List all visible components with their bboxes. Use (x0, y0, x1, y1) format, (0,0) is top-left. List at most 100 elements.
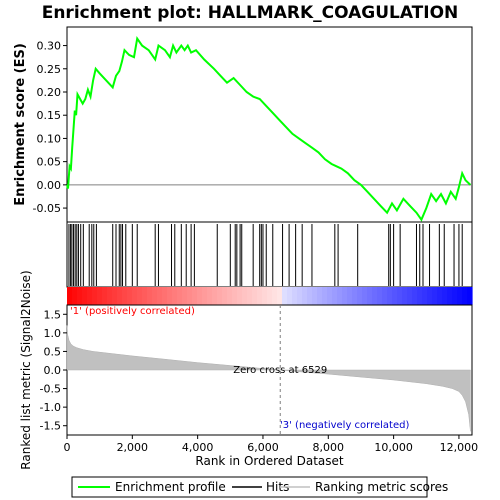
es-y-tick-label: 0.15 (37, 109, 62, 122)
colorbar-segment (207, 287, 213, 305)
colorbar-segment (127, 287, 133, 305)
colorbar-segment (457, 287, 463, 305)
colorbar-segment (97, 287, 103, 305)
colorbar-segment (187, 287, 193, 305)
metric-y-tick-label: 1.5 (44, 308, 62, 321)
colorbar-segment (242, 287, 248, 305)
colorbar-segment (282, 287, 288, 305)
colorbar-segment (292, 287, 298, 305)
colorbar-segment (172, 287, 178, 305)
colorbar-segment (247, 287, 253, 305)
metric-y-tick-label: 0.0 (44, 364, 62, 377)
negative-correlated-label: '3' (negatively correlated) (280, 420, 409, 431)
metric-y-tick-label: -0.5 (40, 383, 61, 396)
colorbar-segment (412, 287, 418, 305)
es-y-tick-label: 0.10 (37, 132, 62, 145)
colorbar-segment (352, 287, 358, 305)
colorbar-segment (307, 287, 313, 305)
colorbar-segment (322, 287, 328, 305)
colorbar-segment (117, 287, 123, 305)
colorbar-segment (327, 287, 333, 305)
colorbar-segment (132, 287, 138, 305)
ranking-metric-area (66, 325, 471, 432)
rank-colorbar (67, 287, 473, 305)
colorbar-segment (182, 287, 188, 305)
colorbar-segment (427, 287, 433, 305)
es-y-tick-label: 0.05 (37, 156, 62, 169)
colorbar-segment (147, 287, 153, 305)
colorbar-segment (237, 287, 243, 305)
x-tick-label: 6,000 (247, 441, 279, 454)
metric-y-axis-label: Ranked list metric (Signal2Noise) (19, 270, 33, 469)
colorbar-segment (137, 287, 143, 305)
colorbar-segment (367, 287, 373, 305)
colorbar-segment (122, 287, 128, 305)
es-plot-frame (66, 26, 473, 223)
colorbar-segment (377, 287, 383, 305)
colorbar-segment (227, 287, 233, 305)
colorbar-segment (252, 287, 258, 305)
hits-frame (66, 221, 473, 288)
colorbar-segment (262, 287, 268, 305)
colorbar-segment (217, 287, 223, 305)
colorbar-segment (297, 287, 303, 305)
colorbar-segment (302, 287, 308, 305)
colorbar-segment (272, 287, 278, 305)
colorbar-segment (112, 287, 118, 305)
colorbar-segment (72, 287, 78, 305)
colorbar-segment (462, 287, 468, 305)
colorbar-segment (102, 287, 108, 305)
hit-lines (68, 224, 463, 286)
colorbar-segment (87, 287, 93, 305)
colorbar-segment (417, 287, 423, 305)
es-y-tick-label: 0.25 (37, 63, 62, 76)
colorbar-segment (342, 287, 348, 305)
colorbar-segment (202, 287, 208, 305)
enrichment-score-panel: -0.05 0.00 0.05 0.10 0.15 0.20 0.25 0.30 Enrich… (13, 26, 473, 223)
colorbar-segment (257, 287, 263, 305)
colorbar-segment (347, 287, 353, 305)
x-tick-label: 10,000 (374, 441, 413, 454)
colorbar-segment (67, 287, 73, 305)
metric-y-ticks: -1.5 -1.0 -0.5 0.0 0.5 1.0 1.5 (40, 308, 67, 433)
colorbar-segment (152, 287, 158, 305)
colorbar-segment (447, 287, 453, 305)
colorbar-segment (192, 287, 198, 305)
colorbar-segment (392, 287, 398, 305)
ranking-metric-panel: -1.5 -1.0 -0.5 0.0 0.5 1.0 1.5 Zero cross at 6… (19, 270, 478, 469)
es-y-tick-label: 0.30 (37, 40, 62, 53)
legend-hits-label: Hits (266, 480, 289, 494)
es-y-axis-label: Enrichment score (ES) (13, 43, 28, 206)
colorbar-segment (382, 287, 388, 305)
x-axis-label: Rank in Ordered Dataset (195, 454, 343, 468)
colorbar-segment (167, 287, 173, 305)
colorbar-segment (232, 287, 238, 305)
es-y-tick-label: 0.00 (37, 179, 62, 192)
colorbar-segment (407, 287, 413, 305)
colorbar-segment (212, 287, 218, 305)
colorbar-segment (402, 287, 408, 305)
metric-y-tick-label: 1.0 (44, 327, 62, 340)
colorbar-segment (107, 287, 113, 305)
metric-y-tick-label: 0.5 (44, 345, 62, 358)
es-y-tick-label: 0.20 (37, 86, 62, 99)
x-tick-label: 12,000 (440, 441, 479, 454)
colorbar-segment (437, 287, 443, 305)
colorbar-segment (287, 287, 293, 305)
colorbar-segment (362, 287, 368, 305)
colorbar-segment (267, 287, 273, 305)
colorbar-segment (442, 287, 448, 305)
colorbar-segment (82, 287, 88, 305)
colorbar-segment (312, 287, 318, 305)
x-ticks: 0 2,000 4,000 6,000 8,000 10,000 12,000 (64, 435, 479, 454)
colorbar-segment (467, 287, 473, 305)
colorbar-segment (432, 287, 438, 305)
colorbar-segment (317, 287, 323, 305)
colorbar-segment (422, 287, 428, 305)
colorbar-segment (197, 287, 203, 305)
colorbar-segment (452, 287, 458, 305)
hits-panel (66, 221, 473, 288)
colorbar-segment (77, 287, 83, 305)
legend: Enrichment profile Hits Ranking metric s… (71, 476, 448, 498)
